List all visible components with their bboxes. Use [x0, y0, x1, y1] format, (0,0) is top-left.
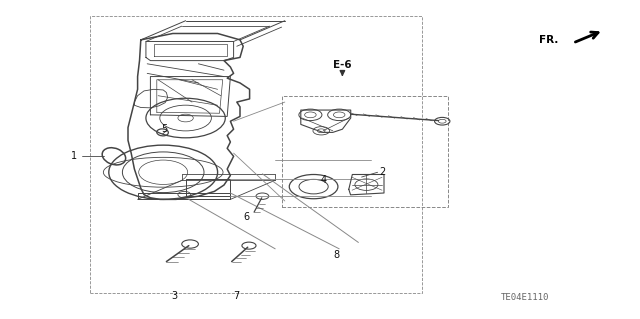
Text: 7: 7	[234, 291, 240, 301]
Text: 2: 2	[379, 167, 385, 177]
Text: 4: 4	[320, 175, 326, 185]
Text: 3: 3	[171, 291, 177, 301]
Text: 6: 6	[243, 212, 250, 222]
Text: E-6: E-6	[333, 60, 352, 70]
Bar	[90, 16, 422, 293]
Bar	[282, 96, 448, 207]
Text: 1: 1	[70, 151, 77, 161]
Text: FR.: FR.	[540, 35, 559, 45]
Text: 5: 5	[161, 124, 167, 134]
Text: TE04E1110: TE04E1110	[500, 293, 549, 302]
Text: 8: 8	[333, 250, 339, 260]
